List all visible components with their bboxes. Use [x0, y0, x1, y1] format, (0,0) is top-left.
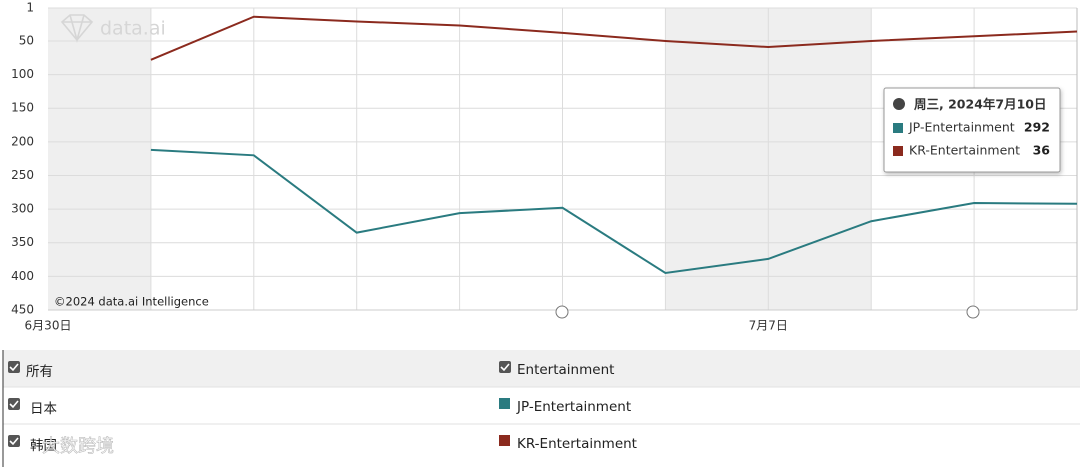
checkbox[interactable]: [8, 435, 20, 447]
copyright: ©2024 data.ai Intelligence: [54, 295, 209, 309]
watermark-logo: [60, 14, 94, 43]
tooltip-series-name: JP-Entertainment: [908, 120, 1015, 135]
y-tick-label: 400: [11, 269, 34, 283]
y-tick-label: 300: [11, 202, 34, 216]
checkbox[interactable]: [8, 361, 20, 373]
tooltip-series-name: KR-Entertainment: [909, 143, 1020, 158]
legend-swatch: [499, 398, 510, 409]
y-tick-label: 1: [26, 1, 34, 15]
tooltip-value: 36: [1033, 143, 1051, 158]
tooltip-swatch: [893, 146, 903, 156]
annotation-icon: [555, 305, 980, 319]
globe-icon: [893, 98, 905, 110]
x-tick-label: 6月30日: [25, 319, 72, 333]
checkmark: [500, 363, 510, 372]
tooltip-value: 292: [1024, 120, 1050, 135]
y-tick-label: 150: [11, 101, 34, 115]
legend-swatch: [499, 435, 510, 446]
tooltip-title: 周三, 2024年7月10日: [914, 97, 1046, 112]
checkmark: [9, 363, 19, 372]
table-cell: 韩国: [30, 438, 57, 454]
overlay-watermark: 大数跨境: [42, 436, 114, 457]
series-line: [150, 148, 1078, 275]
table-header-bg: [3, 350, 1080, 387]
table-cell: 所有: [26, 364, 53, 380]
y-tick-label: 350: [11, 235, 34, 249]
table-cell: 日本: [30, 401, 57, 417]
table-cell: JP-Entertainment: [516, 399, 631, 415]
y-tick-label: 250: [11, 168, 34, 182]
y-tick-label: 100: [11, 67, 34, 81]
y-tick-label: 450: [11, 303, 34, 317]
checkbox[interactable]: [8, 398, 20, 410]
watermark: data.ai: [100, 18, 166, 40]
shaded-band: [48, 8, 151, 310]
tooltip-swatch: [893, 123, 903, 133]
table-cell: KR-Entertainment: [517, 436, 637, 452]
checkmark: [9, 400, 19, 409]
table-cell: Entertainment: [517, 362, 614, 378]
checkmark: [9, 437, 19, 446]
y-tick-label: 200: [11, 134, 34, 148]
series-line: [150, 15, 1078, 61]
x-tick-label: 7月7日: [749, 319, 788, 333]
tooltip: 周三, 2024年7月10日 JP-Entertainment 292 KR-Ent…: [883, 87, 1061, 173]
checkbox[interactable]: [499, 361, 511, 373]
y-tick-label: 50: [19, 33, 34, 47]
